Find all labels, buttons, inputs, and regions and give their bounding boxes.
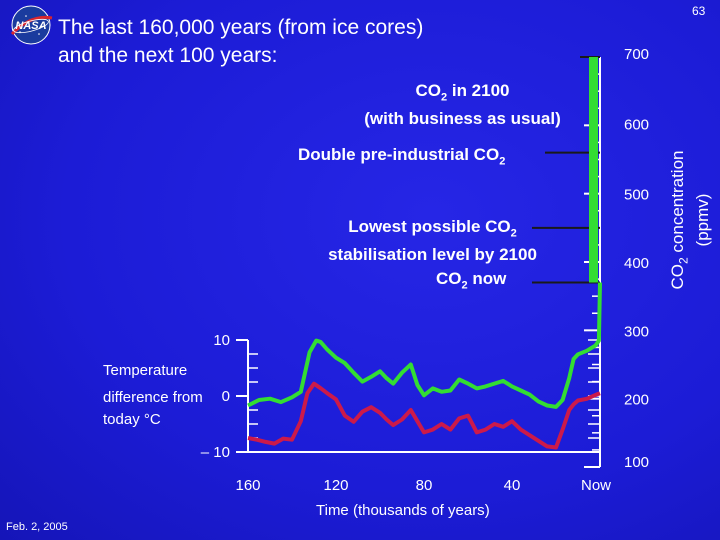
- x-tick-label: 80: [416, 477, 433, 494]
- slide-date: Feb. 2, 2005: [6, 521, 68, 533]
- co2-axis-title: CO2 concentration (ppmv): [668, 150, 713, 290]
- series-group: [247, 57, 602, 450]
- x-tick-label: 40: [504, 477, 521, 494]
- co2-series-line: [247, 282, 602, 409]
- co2-tick-label: 500: [624, 187, 649, 204]
- temp-tick-label: – 10: [201, 444, 230, 461]
- x-tick-label: 160: [235, 477, 260, 494]
- svg-text:NASA: NASA: [15, 20, 46, 32]
- title-line-2: and the next 100 years:: [58, 44, 278, 67]
- temp-tick-label: 0: [222, 388, 230, 405]
- co2-tick-label: 200: [624, 392, 649, 409]
- temp-tick-label: 10: [213, 332, 230, 349]
- x-axis-title: Time (thousands of years): [316, 502, 490, 519]
- temperature-axis-title: Temperature difference from today °C: [103, 362, 203, 428]
- temperature-series-line: [247, 381, 601, 450]
- co2-tick-label: 700: [624, 46, 649, 63]
- x-tick-label: Now: [581, 477, 611, 494]
- co2-now-label: CO2 now: [436, 269, 507, 292]
- co2-tick-label: 100: [624, 454, 649, 471]
- temperature-axis: 10 0 – 10 160 120 80 40 Now: [201, 332, 611, 494]
- co2-tick-label: 300: [624, 323, 649, 340]
- nasa-logo: NASA: [10, 5, 53, 45]
- co2-tick-label: 600: [624, 116, 649, 133]
- co2-2100-label: CO2 in 2100 (with business as usual): [364, 81, 561, 129]
- slide-title: The last 160,000 years (from ice cores) …: [58, 14, 423, 70]
- title-line-1: The last 160,000 years (from ice cores): [58, 16, 424, 39]
- double-preindustrial-label: Double pre-industrial CO2: [298, 145, 506, 168]
- co2-projection-bar: [589, 57, 598, 283]
- lowest-stabilisation-label: Lowest possible CO2 stabilisation level …: [328, 217, 537, 265]
- slide-number: 63: [692, 4, 706, 18]
- co2-tick-label: 400: [624, 255, 649, 272]
- x-tick-label: 120: [323, 477, 348, 494]
